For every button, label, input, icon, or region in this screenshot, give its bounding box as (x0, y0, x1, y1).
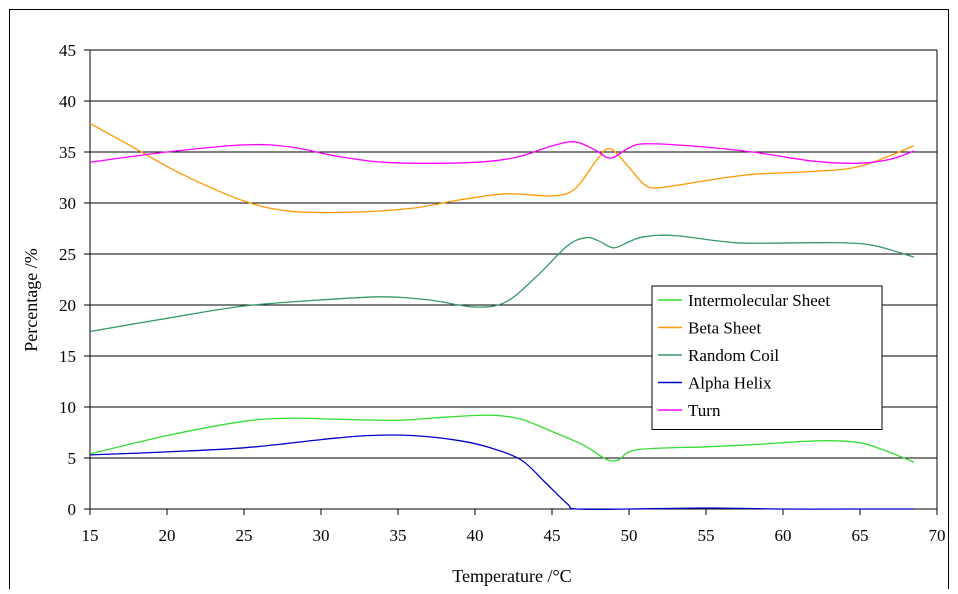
y-tick-label: 5 (68, 449, 77, 468)
legend-label-random-coil: Random Coil (688, 346, 779, 365)
x-tick-label: 20 (159, 526, 176, 545)
x-tick-label: 40 (467, 526, 484, 545)
y-tick-label: 35 (59, 143, 76, 162)
series-line-random-coil (89, 234, 915, 333)
series-line-alpha-helix (89, 434, 914, 511)
x-tick-label: 50 (621, 526, 638, 545)
x-tick-label: 55 (698, 526, 715, 545)
legend-box (651, 285, 883, 430)
series-lines (89, 122, 915, 511)
y-tick-label: 0 (68, 500, 77, 519)
y-tick-label: 15 (59, 347, 76, 366)
series-line-beta-sheet (89, 122, 915, 214)
y-tick-label: 45 (59, 41, 76, 60)
legend-label-turn: Turn (688, 401, 721, 420)
x-tick-label: 60 (775, 526, 792, 545)
y-tick-label: 40 (59, 92, 76, 111)
legend-label-alpha-helix: Alpha Helix (688, 374, 772, 393)
chart-frame (9, 9, 949, 589)
y-tick-label: 10 (59, 398, 76, 417)
x-tick-label: 30 (313, 526, 330, 545)
y-tick-labels: 0 5 10 15 20 25 30 35 40 45 (59, 41, 76, 519)
x-tick-label: 65 (852, 526, 869, 545)
legend: Intermolecular Sheet Beta Sheet Random Coi… (651, 285, 883, 430)
gridlines (84, 49, 937, 510)
x-tick-label: 45 (544, 526, 561, 545)
y-axis-title: Percentage /% (21, 248, 41, 351)
axes (89, 50, 938, 515)
x-tick-label: 25 (236, 526, 253, 545)
legend-label-intermolecular-sheet: Intermolecular Sheet (688, 291, 830, 310)
legend-label-beta-sheet: Beta Sheet (688, 319, 761, 338)
y-tick-label: 20 (59, 296, 76, 315)
x-axis-title: Temperature /°C (452, 566, 571, 586)
series-line-turn (89, 141, 915, 164)
y-tick-label: 30 (59, 194, 76, 213)
y-tick-label: 25 (59, 245, 76, 264)
x-tick-labels: 15 20 25 30 35 40 45 50 55 60 65 70 (82, 526, 946, 545)
x-tick-label: 35 (390, 526, 407, 545)
x-tick-label: 15 (82, 526, 99, 545)
x-tick-label: 70 (929, 526, 946, 545)
series-line-intermolecular-sheet (89, 414, 915, 463)
